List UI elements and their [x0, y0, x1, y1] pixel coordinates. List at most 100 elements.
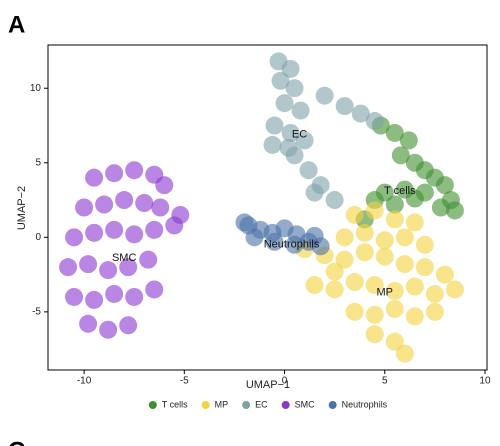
cluster-label: EC	[292, 128, 307, 140]
point	[385, 299, 404, 318]
point	[59, 258, 78, 277]
point	[135, 194, 154, 213]
legend-swatch	[148, 401, 157, 409]
point	[375, 231, 394, 250]
point	[435, 176, 454, 195]
point	[75, 198, 94, 217]
point	[139, 250, 158, 269]
legend-label: T cells	[162, 399, 188, 409]
y-tick-label: -5	[32, 306, 41, 317]
point	[365, 201, 384, 220]
point	[171, 205, 190, 224]
point	[285, 235, 304, 254]
x-tick-label: 0	[282, 376, 288, 387]
point	[105, 284, 124, 303]
point	[325, 262, 344, 281]
legend-swatch	[201, 401, 210, 409]
legend-swatch	[281, 401, 290, 409]
point	[305, 276, 324, 295]
point	[415, 258, 434, 277]
point	[145, 280, 164, 299]
legend-label: SMC	[295, 399, 316, 409]
point	[235, 213, 254, 232]
point	[105, 220, 124, 239]
point	[151, 198, 170, 217]
point	[385, 210, 404, 229]
point	[325, 191, 344, 210]
x-tick-label: 10	[479, 376, 491, 387]
point	[425, 284, 444, 303]
point	[305, 183, 324, 202]
legend-swatch	[328, 401, 337, 409]
point	[119, 258, 138, 277]
point	[431, 198, 450, 217]
point	[285, 79, 304, 98]
point	[345, 273, 364, 292]
point	[155, 176, 174, 195]
y-tick-label: 10	[30, 83, 42, 94]
plot-frame	[47, 44, 488, 371]
point	[145, 220, 164, 239]
point	[105, 164, 124, 183]
point	[265, 116, 284, 135]
x-axis-label: UMAP−1	[246, 379, 290, 391]
point	[391, 146, 410, 165]
point	[405, 189, 424, 208]
point	[355, 223, 374, 242]
y-axis-label: UMAP−2	[16, 186, 28, 230]
point	[85, 168, 104, 187]
point	[115, 191, 134, 210]
point	[65, 228, 84, 247]
cluster-label: SMC	[112, 252, 137, 264]
point	[85, 223, 104, 242]
plot-area	[59, 52, 464, 363]
point	[425, 302, 444, 321]
point	[405, 213, 424, 232]
x-tick-label: -10	[77, 376, 92, 387]
point	[335, 228, 354, 247]
point	[445, 280, 464, 299]
point	[351, 104, 370, 123]
y-tick-label: 5	[35, 157, 41, 168]
point	[365, 112, 384, 131]
point	[405, 277, 424, 296]
point	[263, 135, 282, 154]
point	[375, 247, 394, 266]
point	[395, 228, 414, 247]
point	[315, 86, 334, 105]
point	[65, 287, 84, 306]
point	[281, 59, 300, 78]
cluster-label: MP	[377, 286, 394, 298]
point	[299, 161, 318, 180]
point	[271, 71, 290, 90]
point	[445, 201, 464, 220]
y-tick-label: 0	[35, 232, 41, 243]
point	[99, 320, 118, 339]
point	[345, 302, 364, 321]
cluster-label: T cells	[384, 185, 416, 197]
point	[385, 123, 404, 142]
legend-label: Neutrophils	[342, 399, 388, 409]
point	[125, 161, 144, 180]
point	[385, 195, 404, 214]
point	[279, 138, 298, 157]
point	[305, 226, 324, 245]
point	[79, 255, 98, 274]
point	[125, 225, 144, 244]
legend-swatch	[242, 401, 251, 409]
x-tick-label: 5	[382, 376, 388, 387]
point	[85, 290, 104, 309]
point	[365, 305, 384, 324]
point	[365, 276, 384, 295]
point	[355, 243, 374, 262]
point	[395, 344, 414, 363]
point	[335, 250, 354, 269]
point	[325, 280, 344, 299]
cluster-label: Neutrophils	[264, 239, 320, 251]
point	[275, 94, 294, 113]
point	[125, 287, 144, 306]
legend: T cells MP EC SMC Neutrophils	[148, 399, 388, 409]
point	[385, 281, 404, 300]
point	[345, 205, 364, 224]
